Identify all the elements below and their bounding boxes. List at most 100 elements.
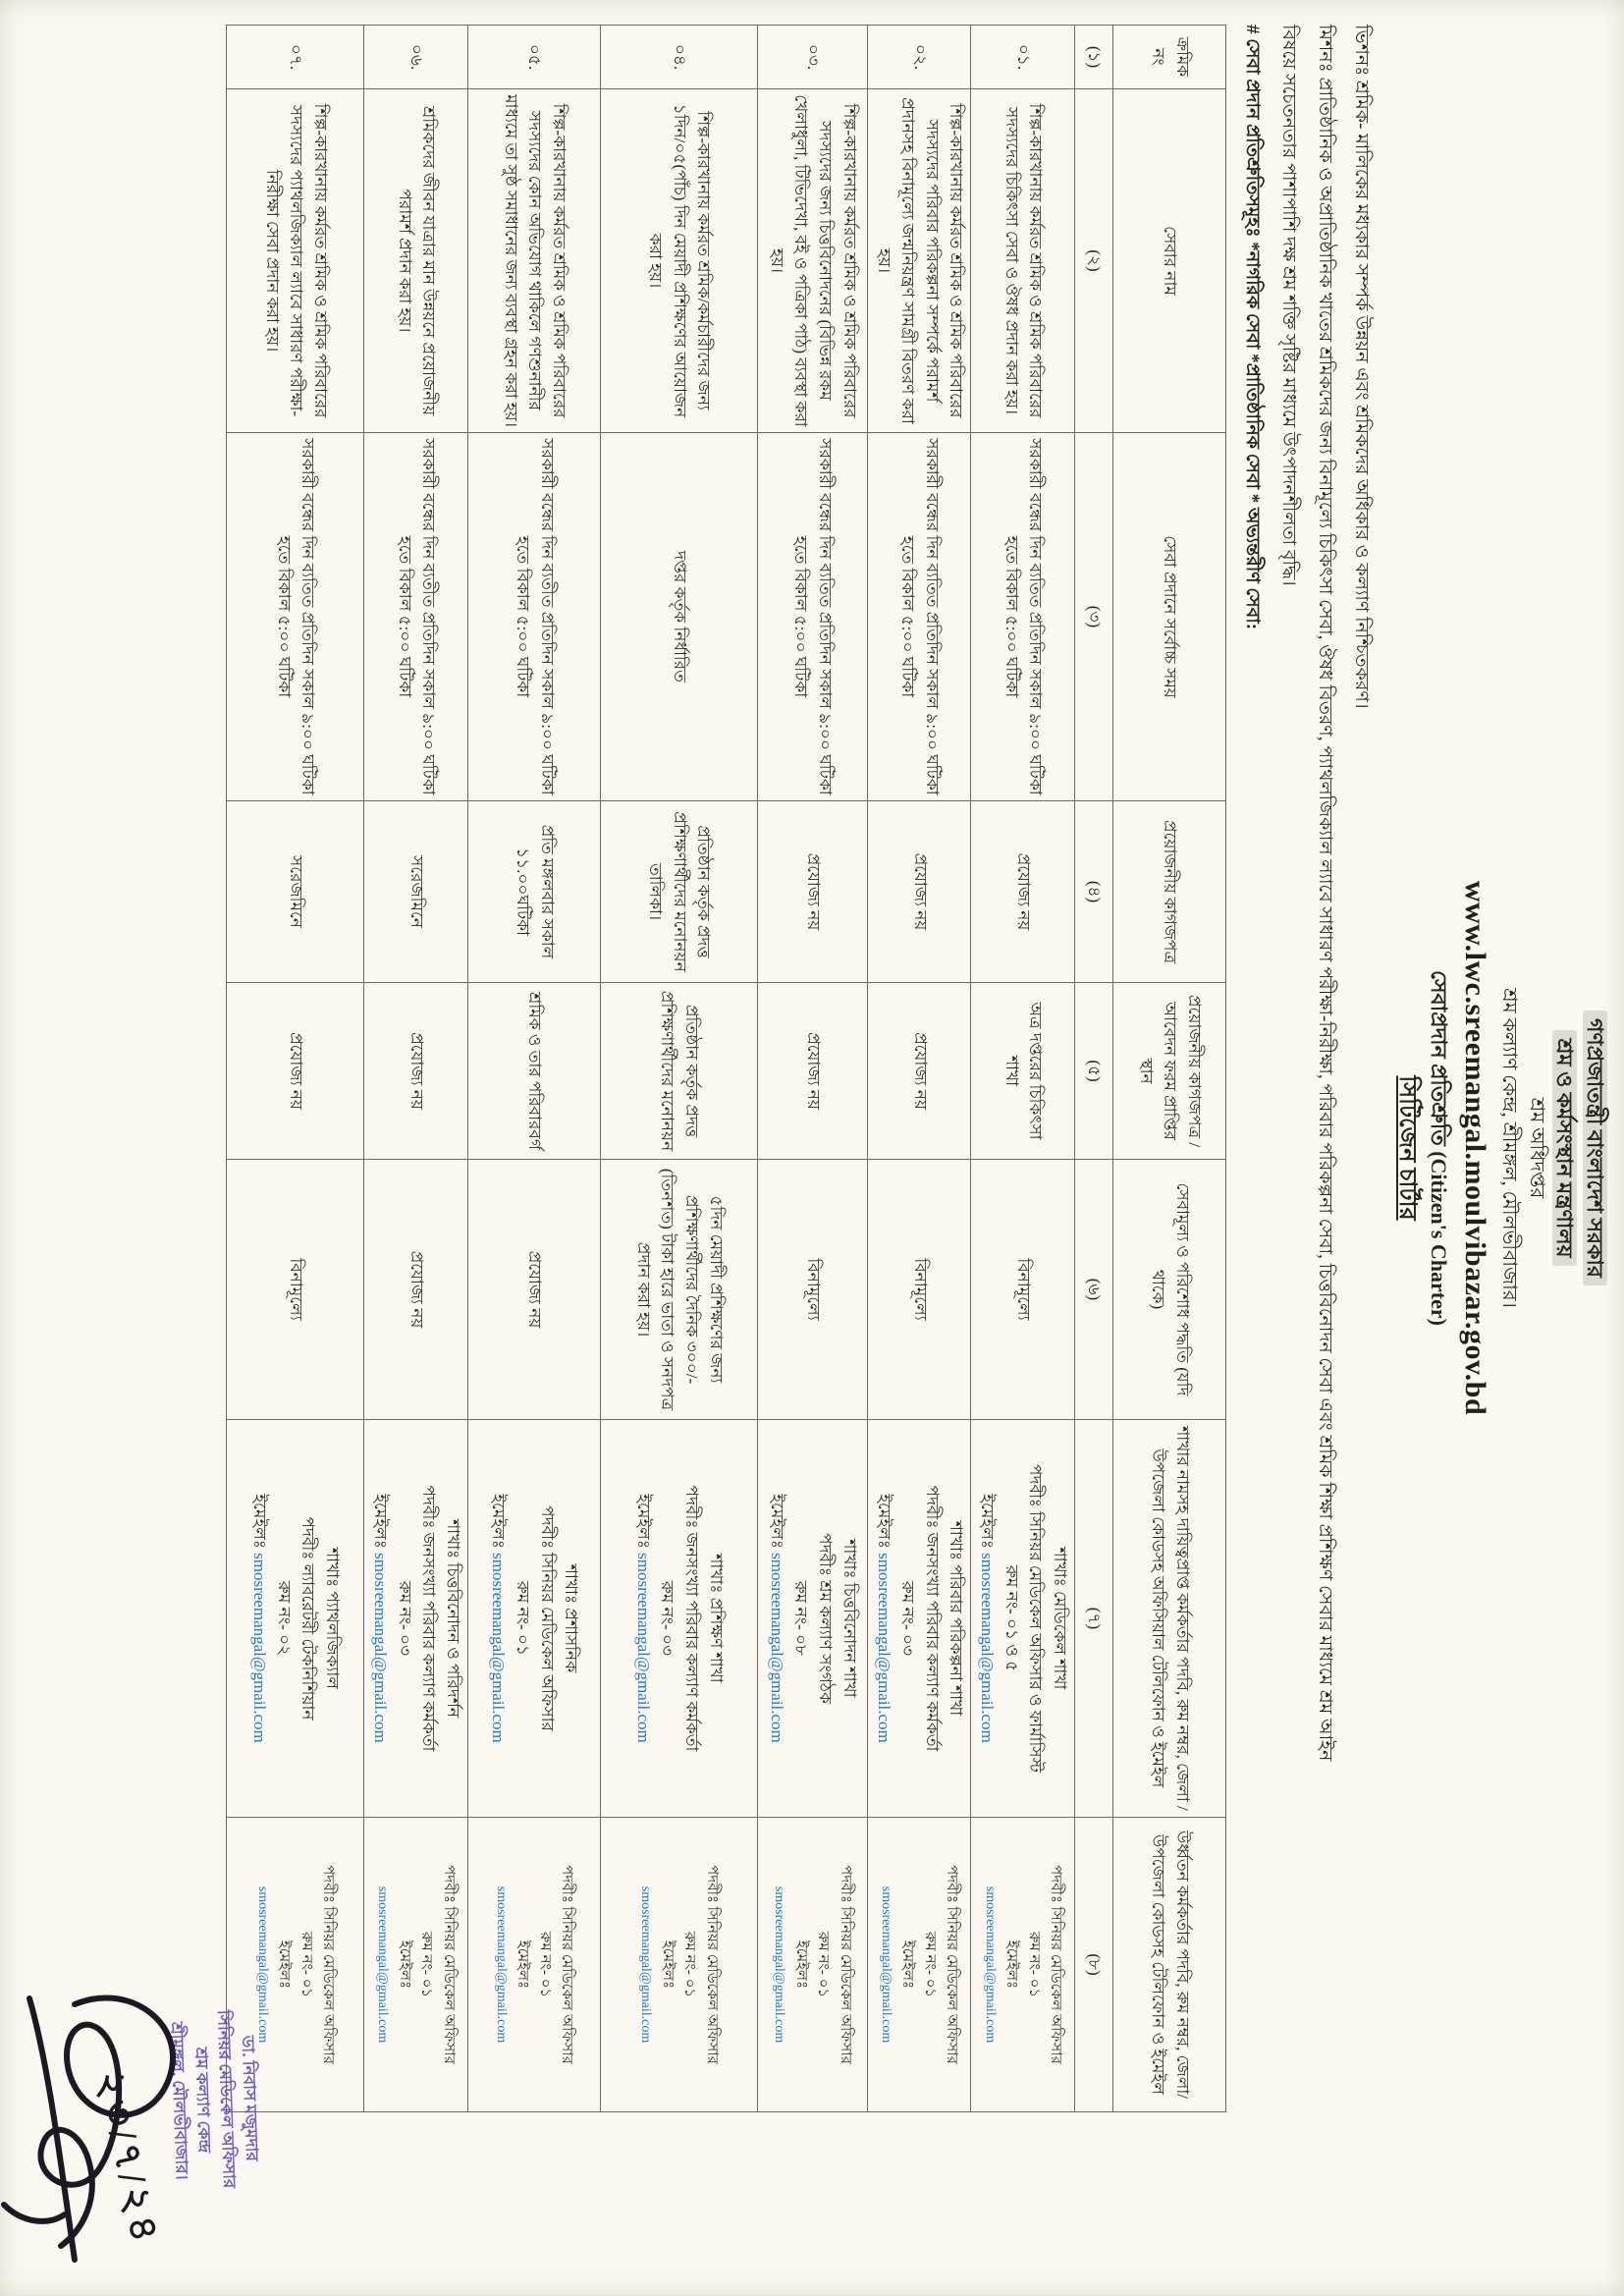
caption-service: সেবার নাম bbox=[1112, 88, 1226, 433]
officer-cell: শাখাঃ প্রশাসনিক পদবীঃ সিনিয়র মেডিকেল অফ… bbox=[467, 1419, 601, 1818]
time-cell: দপ্তর কর্তৃক নির্ধারিত bbox=[600, 432, 758, 801]
officer-designation: পদবীঃ ল্যাবরেটরী টেকনিশিয়ান bbox=[298, 1516, 318, 1721]
senior-room: রুম নং- ০১ bbox=[815, 1931, 832, 1998]
serial-cell: ০৫. bbox=[467, 25, 601, 89]
senior-officer-cell: পদবীঃ সিনিয়র মেডিকেল অফিসার রুম নং- ০১ … bbox=[363, 1817, 468, 2112]
senior-designation: পদবীঃ সিনিয়র মেডিকেল অফিসার bbox=[837, 1865, 853, 2064]
caption-fee: সেবামূল্য ও পরিশোধ পদ্ধতি (যদি থাকে) bbox=[1112, 1159, 1226, 1420]
officer-designation: পদবীঃ জনসংখ্যা পরিবার কল্যাণ কর্মকর্তা bbox=[419, 1485, 439, 1752]
officer-email-line: ইমেইলঃ smosreemangal@gmail.com bbox=[974, 1425, 999, 1812]
service-cell: শ্রমিকদের জীবন যাত্রার মান উন্নয়নে প্রয… bbox=[363, 88, 468, 433]
senior-designation: পদবীঃ সিনিয়র মেডিকেল অফিসার bbox=[320, 1865, 337, 2064]
documents-cell: সরেজমিনে bbox=[363, 800, 468, 983]
documents-cell: সরেজমিনে bbox=[226, 800, 364, 983]
officer-email[interactable]: smosreemangal@gmail.com bbox=[489, 1553, 509, 1743]
header-government: গণপ্রজাতন্ত্রী বাংলাদেশ সরকার bbox=[1580, 0, 1609, 2296]
document-header: গণপ্রজাতন্ত্রী বাংলাদেশ সরকার শ্রম ও কর্… bbox=[1391, 0, 1624, 2296]
fee-cell: প্রযোজ্য নয় bbox=[467, 1159, 601, 1420]
officer-email-line: ইমেইলঃ smosreemangal@gmail.com bbox=[486, 1425, 511, 1812]
officer-cell: শাখাঃ মেডিকেল শাখা পদবীঃ সিনিয়র মেডিকেল… bbox=[970, 1419, 1075, 1818]
senior-email[interactable]: smosreemangal@gmail.com bbox=[638, 1886, 654, 2044]
time-cell: সরকারী বন্ধের দিন ব্যতিত প্রতিদিন সকাল ৯… bbox=[867, 432, 971, 801]
officer-branch: শাখাঃ প্যাথলজিক্যাল bbox=[323, 1548, 343, 1689]
officer-designation: পদবীঃ সিনিয়র মেডিকেল অফিসার ও ফার্মাসিস… bbox=[1026, 1464, 1046, 1773]
fee-cell: বিনামূল্যে bbox=[226, 1159, 364, 1420]
time-cell: সরকারী বন্ধের দিন ব্যতীত প্রতিদিন সকাল ৯… bbox=[467, 432, 601, 801]
handwritten-signature bbox=[1, 1995, 177, 2263]
senior-room: রুম নং- ০১ bbox=[536, 1931, 553, 1998]
officer-branch: শাখাঃ পরিবার পরিকল্পনা শাখা bbox=[947, 1520, 966, 1717]
email-label: ইমেইলঃ bbox=[874, 1494, 893, 1549]
table-row: ০৬. শ্রমিকদের জীবন যাত্রার মান উন্নয়নে … bbox=[363, 25, 468, 2112]
senior-email[interactable]: smosreemangal@gmail.com bbox=[772, 1886, 787, 2044]
table-row: ০১. শিল্প-কারখানায় কর্মরত শ্রমিক ও শ্রম… bbox=[970, 25, 1075, 2112]
service-cell: শিল্প-কারখানায় কর্মরত শ্রমিক ও শ্রমিক প… bbox=[226, 88, 364, 433]
senior-room: রুম নং- ০১ bbox=[681, 1931, 698, 1998]
officer-email-line: ইমেইলঃ smosreemangal@gmail.com bbox=[367, 1425, 392, 1812]
senior-designation: পদবীঃ সিনিয়র মেডিকেল অফিসার bbox=[1048, 1865, 1064, 2064]
senior-email[interactable]: smosreemangal@gmail.com bbox=[493, 1886, 509, 2044]
officer-branch: শাখাঃ চিত্তবিনোদন ও পরিদর্শন bbox=[443, 1519, 462, 1718]
senior-email[interactable]: smosreemangal@gmail.com bbox=[375, 1886, 391, 2044]
mission-line-1: মিশনঃ প্রাতিষ্ঠানিক ও অপ্রাতিষ্ঠানিক খাত… bbox=[1315, 25, 1336, 1762]
col-number-1: (১) bbox=[1074, 25, 1113, 89]
email-label: ইমেইলঃ bbox=[371, 1494, 390, 1549]
caption-time: সেবা প্রদানে সর্বোচ্চ সময় bbox=[1112, 432, 1226, 801]
email-label: ইমেইলঃ bbox=[767, 1494, 786, 1549]
col-number-8: (৮) bbox=[1074, 1817, 1113, 2112]
senior-email-label: ইমেইলঃ bbox=[659, 1940, 676, 1990]
senior-email-label: ইমেইলঃ bbox=[396, 1940, 412, 1990]
senior-email[interactable]: smosreemangal@gmail.com bbox=[982, 1886, 998, 2044]
serial-cell: ০৭. bbox=[226, 25, 364, 89]
officer-cell: শাখাঃ চিত্তবিনোদন শাখা পদবীঃ শ্রম কল্যাণ… bbox=[757, 1419, 868, 1818]
commitment-line: সেবাপ্রদান প্রতিশ্রুতি (Citizen's Charte… bbox=[1427, 970, 1452, 1326]
documents-cell: প্রযোজ্য নয় bbox=[757, 800, 868, 983]
service-cell: শিল্প-কারখানায় কর্মরত শ্রমিক ও শ্রমিক প… bbox=[867, 88, 971, 433]
senior-email-label: ইমেইলঃ bbox=[792, 1940, 809, 1990]
place-cell: প্রযোজ্য নয় bbox=[363, 982, 468, 1160]
officer-cell: শাখাঃ প্যাথলজিক্যাল পদবীঃ ল্যাবরেটরী টেক… bbox=[226, 1419, 364, 1818]
caption-serial: ক্রমিক নং bbox=[1112, 25, 1226, 89]
officer-room: রুম নং- ০১ bbox=[513, 1580, 532, 1657]
table-row: ০৭. শিল্প-কারখানায় কর্মরত শ্রমিক ও শ্রম… bbox=[226, 25, 364, 2112]
officer-cell: শাখাঃ চিত্তবিনোদন ও পরিদর্শন পদবীঃ জনসংখ… bbox=[363, 1419, 468, 1818]
senior-email-label: ইমেইলঃ bbox=[276, 1940, 293, 1990]
senior-officer-cell: পদবীঃ সিনিয়র মেডিকেল অফিসার রুম নং- ০১ … bbox=[600, 1817, 758, 2112]
officer-email[interactable]: smosreemangal@gmail.com bbox=[978, 1553, 998, 1743]
documents-cell: প্রতিষ্ঠান কর্তৃক প্রদত্ত প্রশিক্ষণার্থী… bbox=[600, 800, 758, 983]
time-cell: সরকারী বন্ধের দিন ব্যতিত প্রতিদিন সকাল ৯… bbox=[757, 432, 868, 801]
officer-email[interactable]: smosreemangal@gmail.com bbox=[767, 1553, 786, 1743]
senior-email-label: ইমেইলঃ bbox=[514, 1940, 531, 1990]
caption-officer: শাখার নামসহ দায়িত্বপ্রাপ্ত কর্মকর্তার প… bbox=[1112, 1419, 1226, 1818]
header-ministry: শ্রম ও কর্মসংস্থান মন্ত্রণালয় bbox=[1550, 0, 1580, 2296]
officer-designation: পদবীঃ জনসংখ্যা পরিবার কল্যাণ কর্মকর্তা bbox=[682, 1485, 702, 1752]
senior-designation: পদবীঃ সিনিয়র মেডিকেল অফিসার bbox=[944, 1865, 960, 2064]
senior-room: রুম নং- ০১ bbox=[418, 1931, 435, 1998]
senior-email-label: ইমেইলঃ bbox=[1003, 1940, 1020, 1990]
officer-email-line: ইমেইলঃ smosreemangal@gmail.com bbox=[630, 1425, 655, 1812]
caption-senior-officer: উর্ধ্বতন কর্মকর্তার পদবি, রুম নম্বর, জেল… bbox=[1112, 1817, 1226, 2112]
time-cell: সরকারী বন্ধের দিন ব্যতীত প্রতিদিন সকাল ৯… bbox=[363, 432, 468, 801]
senior-officer-cell: পদবীঃ সিনিয়র মেডিকেল অফিসার রুম নং- ০১ … bbox=[757, 1817, 868, 2112]
service-cell: শিল্প-কারখানায় কর্মরত শ্রমিক ও শ্রমিক প… bbox=[757, 88, 868, 433]
documents-cell: প্রযোজ্য নয় bbox=[867, 800, 971, 983]
officer-email[interactable]: smosreemangal@gmail.com bbox=[250, 1553, 270, 1743]
column-number-row: (১) (২) (৩) (৪) (৫) (৬) (৭) (৮) bbox=[1074, 25, 1113, 2112]
officer-designation: পদবীঃ সিনিয়র মেডিকেল অফিসার bbox=[537, 1505, 557, 1731]
officer-room: রুম নং- ০১ ও ৫ bbox=[1001, 1564, 1021, 1672]
officer-email-line: ইমেইলঃ smosreemangal@gmail.com bbox=[764, 1425, 788, 1812]
officer-email[interactable]: smosreemangal@gmail.com bbox=[633, 1553, 653, 1743]
col-number-3: (৩) bbox=[1074, 432, 1113, 801]
officer-email[interactable]: smosreemangal@gmail.com bbox=[874, 1553, 893, 1743]
senior-email[interactable]: smosreemangal@gmail.com bbox=[878, 1886, 893, 2044]
place-cell: অত্র দপ্তরের চিকিৎসা শাখা bbox=[970, 982, 1075, 1160]
service-promise-line: # সেবা প্রদান প্রতিশ্রুতিসমূহঃ *নাগরিক স… bbox=[1242, 25, 1264, 630]
mission-line-2: বিষয়ে সচেতনতার পাশাপাশি দক্ষ শ্রম শক্তি… bbox=[1278, 25, 1300, 586]
officer-cell: শাখাঃ প্রশিক্ষণ শাখা পদবীঃ জনসংখ্যা পরিব… bbox=[600, 1419, 758, 1818]
officer-email[interactable]: smosreemangal@gmail.com bbox=[371, 1553, 390, 1743]
fee-cell: বিনামূল্যে bbox=[867, 1159, 971, 1420]
vision-line: ভিশনঃ শ্রমিক- মালিকের মধ্যকার সম্পর্ক উন… bbox=[1351, 25, 1373, 709]
senior-officer-cell: পদবীঃ সিনিয়র মেডিকেল অফিসার রুম নং- ০১ … bbox=[867, 1817, 971, 2112]
table-caption-row: ক্রমিক নং সেবার নাম সেবা প্রদানে সর্বোচ্… bbox=[1112, 25, 1226, 2112]
